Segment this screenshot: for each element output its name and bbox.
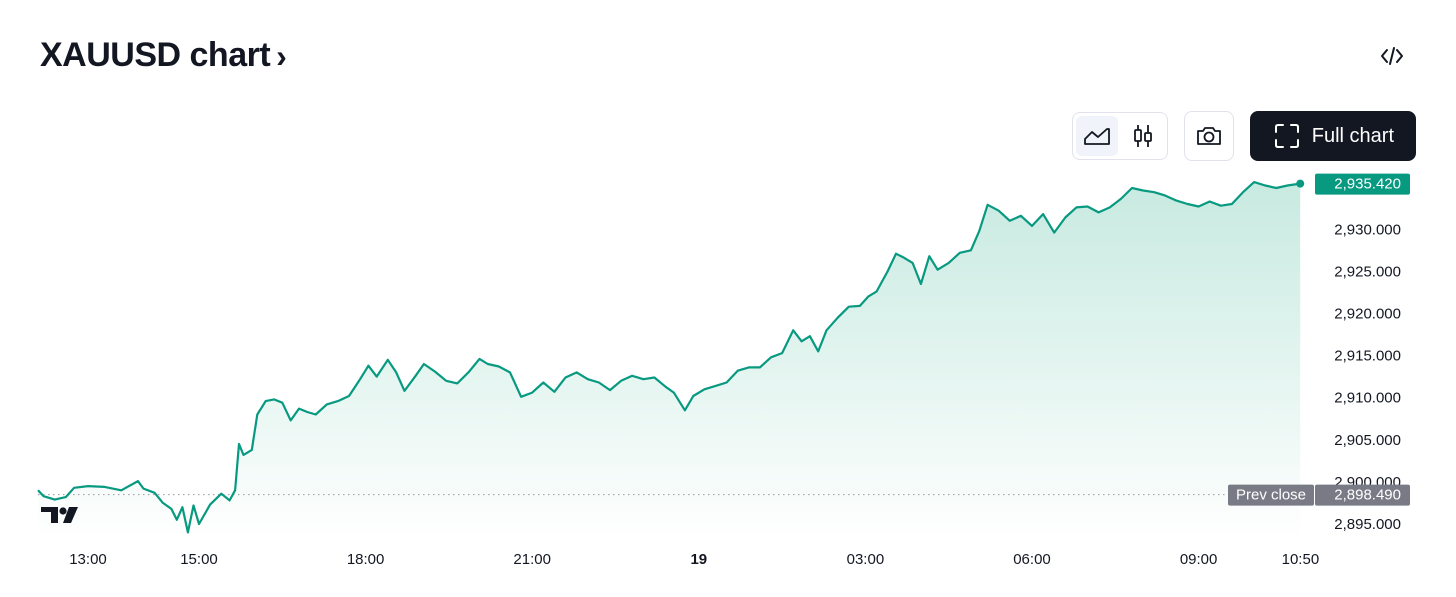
camera-icon [1196, 127, 1221, 145]
x-tick-label: 03:00 [847, 551, 885, 568]
x-tick-label: 09:00 [1180, 551, 1218, 568]
x-tick-label: 21:00 [513, 551, 551, 568]
prev-close-badge [1228, 484, 1314, 506]
y-tick-label: 2,920.000 [1334, 306, 1401, 323]
candlestick-chart-button[interactable] [1122, 116, 1164, 156]
prev-close-value: 2,898.490 [1334, 487, 1401, 504]
y-tick-label: 2,930.000 [1334, 221, 1401, 238]
series-line [37, 181, 1301, 534]
last-price-dot [1296, 179, 1305, 188]
chart-title: XAUUSD chart [40, 36, 271, 74]
chart-type-switcher [1071, 112, 1168, 160]
x-tick-label: 13:00 [69, 551, 107, 568]
code-icon [1381, 47, 1403, 65]
x-tick-label: 19 [690, 551, 707, 568]
x-axis: 13:00 15:00 18:00 21:00 19 03:00 06:00 09:00 10:… [69, 551, 1319, 568]
series-area [38, 182, 1301, 540]
fullscreen-icon [1274, 124, 1299, 148]
prev-close-value-badge [1315, 484, 1410, 506]
y-tick-label: 2,915.000 [1334, 348, 1401, 365]
chevron-right-icon: › [276, 38, 287, 74]
prev-close-text: Prev close [1236, 487, 1306, 504]
x-tick-label: 15:00 [180, 551, 218, 568]
y-axis: 2,895.0002,900.0002,905.0002,910.0002,91… [1228, 173, 1410, 533]
full-chart-label: Full chart [1311, 124, 1394, 147]
y-tick-label: 2,910.000 [1334, 390, 1401, 407]
y-tick-label: 2,925.000 [1334, 263, 1401, 280]
line-chart-icon [1083, 128, 1110, 145]
line-chart-button[interactable] [1075, 116, 1118, 156]
tradingview-logo [41, 507, 78, 523]
plot-area [37, 179, 1308, 540]
y-tick-label: 2,905.000 [1334, 432, 1401, 449]
x-tick-label: 10:50 [1282, 551, 1320, 568]
chart-title-link[interactable]: XAUUSD chart › [40, 36, 287, 75]
x-tick-label: 06:00 [1013, 551, 1051, 568]
embed-code-button[interactable] [1378, 42, 1406, 70]
y-tick-label: 2,895.000 [1334, 516, 1401, 533]
last-price-label: 2,935.420 [1334, 176, 1401, 193]
x-tick-label: 18:00 [347, 551, 385, 568]
chart-toolbar: Full chart [1071, 111, 1416, 161]
full-chart-button[interactable]: Full chart [1249, 111, 1416, 161]
candlestick-icon [1133, 125, 1152, 147]
last-price-badge [1315, 173, 1410, 195]
snapshot-button[interactable] [1183, 111, 1234, 161]
